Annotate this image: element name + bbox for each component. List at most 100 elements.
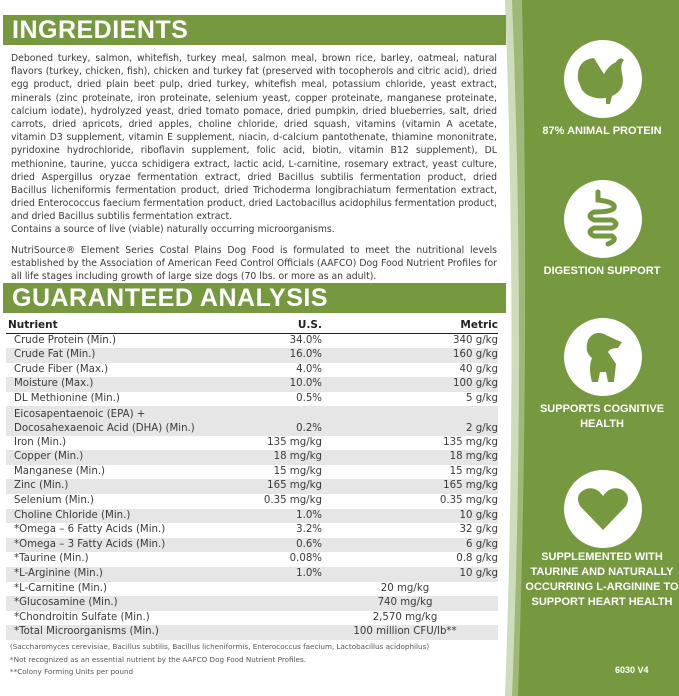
metric-value: 0.35 mg/kg bbox=[439, 495, 498, 507]
metric-value: 5 g/kg bbox=[466, 392, 498, 404]
guaranteed-analysis-table: Nutrient U.S. Metric Crude Protein (Min.… bbox=[6, 318, 498, 640]
us-value: 135 mg/kg bbox=[267, 436, 322, 448]
table-row: *Omega – 3 Fatty Acids (Min.) 0.6% 6 g/kg bbox=[6, 537, 498, 553]
us-value: 0.35 mg/kg bbox=[263, 495, 322, 507]
metric-value: 0.8 g/kg bbox=[456, 553, 498, 565]
table-row: Zinc (Min.) 165 mg/kg 165 mg/kg bbox=[6, 479, 498, 495]
nutrient-name: Zinc (Min.) bbox=[6, 479, 202, 495]
nutrient-name: DL Methionine (Min.) bbox=[14, 392, 120, 404]
table-row: Eicosapentaenoic (EPA) + bbox=[6, 406, 498, 422]
nutrient-name: *Taurine (Min.) bbox=[14, 553, 89, 565]
us-value: 10.0% bbox=[202, 377, 322, 392]
puppy-icon bbox=[564, 318, 642, 396]
nutrient-name: Moisture (Max.) bbox=[6, 377, 202, 392]
metric-value: 40 g/kg bbox=[459, 363, 498, 375]
table-row: *Glucosamine (Min.) 740 mg/kg bbox=[6, 596, 498, 611]
us-value: 34.0% bbox=[289, 334, 322, 346]
us-value: 4.0% bbox=[296, 363, 322, 375]
us-value: 0.6% bbox=[202, 537, 322, 553]
aafco-statement: NutriSource® Element Series Costal Plain… bbox=[11, 245, 497, 283]
metric-value: 2 g/kg bbox=[322, 421, 498, 436]
metric-value: 160 g/kg bbox=[322, 348, 498, 363]
us-value: 15 mg/kg bbox=[273, 465, 322, 477]
nutrient-name: Crude Protein (Min.) bbox=[14, 334, 116, 346]
table-header-row: Nutrient U.S. Metric bbox=[6, 318, 498, 334]
footnote-aafco: *Not recognized as an essential nutrient… bbox=[10, 655, 306, 664]
heart-icon bbox=[564, 470, 642, 548]
combined-value: 2,570 mg/kg bbox=[372, 611, 438, 623]
nutrient-name: Docosahexaenoic Acid (DHA) (Min.) bbox=[6, 421, 202, 436]
us-value: 1.0% bbox=[202, 567, 322, 582]
us-value: 16.0% bbox=[202, 348, 322, 363]
feature-heart-health: SUPPLEMENTED WITH TAURINE AND NATURALLY … bbox=[525, 551, 679, 608]
table-row: *Chondroitin Sulfate (Min.) 2,570 mg/kg bbox=[6, 611, 498, 626]
nutrient-name: Crude Fat (Min.) bbox=[6, 348, 202, 363]
metric-value: 32 g/kg bbox=[459, 524, 498, 536]
metric-value: 6 g/kg bbox=[322, 537, 498, 553]
nutrient-name: *Total Microorganisms (Min.) bbox=[6, 625, 202, 640]
nutrient-name: Iron (Min.) bbox=[14, 436, 67, 448]
table-row: Crude Protein (Min.) 34.0% 340 g/kg bbox=[6, 333, 498, 348]
ingredients-text: Deboned turkey, salmon, whitefish, turke… bbox=[11, 53, 497, 223]
feature-animal-protein: 87% ANIMAL PROTEIN bbox=[542, 125, 662, 137]
nutrient-name: *Glucosamine (Min.) bbox=[6, 596, 202, 611]
live-microorganisms-note: Contains a source of live (viable) natur… bbox=[11, 224, 335, 235]
table-row: *Total Microorganisms (Min.) 100 million … bbox=[6, 625, 498, 640]
table-row: *Taurine (Min.) 0.08% 0.8 g/kg bbox=[6, 552, 498, 567]
nutrient-name: *L-Carnitine (Min.) bbox=[14, 582, 107, 594]
footnote-organisms: (Saccharomyces cerevisiae, Bacillus subt… bbox=[10, 642, 430, 651]
table-row: Crude Fat (Min.) 16.0% 160 g/kg bbox=[6, 348, 498, 363]
turkey-icon bbox=[564, 40, 642, 118]
col-nutrient: Nutrient bbox=[6, 318, 202, 334]
metric-value: 15 mg/kg bbox=[449, 465, 498, 477]
us-value: 0.2% bbox=[202, 421, 322, 436]
us-value: 3.2% bbox=[296, 524, 322, 536]
table-row: Crude Fiber (Max.) 4.0% 40 g/kg bbox=[6, 363, 498, 378]
col-us: U.S. bbox=[202, 318, 322, 334]
nutrient-name: Choline Chloride (Min.) bbox=[6, 508, 202, 524]
feature-digestion: DIGESTION SUPPORT bbox=[543, 265, 661, 277]
combined-value: 100 million CFU/lb** bbox=[202, 625, 498, 640]
metric-value: 340 g/kg bbox=[453, 334, 498, 346]
us-value: 0.5% bbox=[296, 392, 322, 404]
us-value: 0.08% bbox=[289, 553, 322, 565]
table-row: Selenium (Min.) 0.35 mg/kg 0.35 mg/kg bbox=[6, 494, 498, 509]
nutrient-name: *Chondroitin Sulfate (Min.) bbox=[14, 611, 150, 623]
nutrient-name: Copper (Min.) bbox=[6, 450, 202, 465]
metric-value: 135 mg/kg bbox=[443, 436, 498, 448]
table-row: Moisture (Max.) 10.0% 100 g/kg bbox=[6, 377, 498, 392]
us-value bbox=[202, 406, 322, 422]
nutrient-name: Manganese (Min.) bbox=[14, 465, 106, 477]
metric-value: 10 g/kg bbox=[322, 508, 498, 524]
nutrient-name: Selenium (Min.) bbox=[14, 495, 95, 507]
us-value: 18 mg/kg bbox=[202, 450, 322, 465]
metric-value bbox=[322, 406, 498, 422]
footnote-cfu: **Colony Forming Units per pound bbox=[10, 667, 134, 676]
product-code: 6030 V4 bbox=[615, 665, 649, 675]
table-row: Docosahexaenoic Acid (DHA) (Min.) 0.2% 2 g… bbox=[6, 421, 498, 436]
metric-value: 18 mg/kg bbox=[322, 450, 498, 465]
intestine-icon bbox=[564, 180, 642, 258]
combined-value: 20 mg/kg bbox=[380, 582, 430, 594]
table-row: DL Methionine (Min.) 0.5% 5 g/kg bbox=[6, 392, 498, 407]
nutrient-name: *L-Arginine (Min.) bbox=[6, 567, 202, 582]
ingredients-heading: INGREDIENTS bbox=[3, 15, 506, 45]
table-row: Iron (Min.) 135 mg/kg 135 mg/kg bbox=[6, 436, 498, 451]
metric-value: 10 g/kg bbox=[322, 567, 498, 582]
nutrient-name: *Omega – 6 Fatty Acids (Min.) bbox=[14, 524, 166, 536]
nutrient-name: *Omega – 3 Fatty Acids (Min.) bbox=[6, 537, 202, 553]
table-row: Manganese (Min.) 15 mg/kg 15 mg/kg bbox=[6, 465, 498, 480]
guaranteed-analysis-heading: GUARANTEED ANALYSIS bbox=[3, 283, 506, 313]
nutrient-name: Crude Fiber (Max.) bbox=[14, 363, 109, 375]
table-row: Choline Chloride (Min.) 1.0% 10 g/kg bbox=[6, 508, 498, 524]
table-row: *L-Carnitine (Min.) 20 mg/kg bbox=[6, 582, 498, 597]
feature-cognitive: SUPPORTS COGNITIVE HEALTH bbox=[539, 403, 665, 430]
nutrient-name: Eicosapentaenoic (EPA) + bbox=[6, 406, 202, 422]
metric-value: 165 mg/kg bbox=[322, 479, 498, 495]
combined-value: 740 mg/kg bbox=[202, 596, 498, 611]
col-metric: Metric bbox=[322, 318, 498, 334]
us-value: 1.0% bbox=[202, 508, 322, 524]
table-row: *Omega – 6 Fatty Acids (Min.) 3.2% 32 g/kg bbox=[6, 523, 498, 538]
metric-value: 100 g/kg bbox=[322, 377, 498, 392]
us-value: 165 mg/kg bbox=[202, 479, 322, 495]
